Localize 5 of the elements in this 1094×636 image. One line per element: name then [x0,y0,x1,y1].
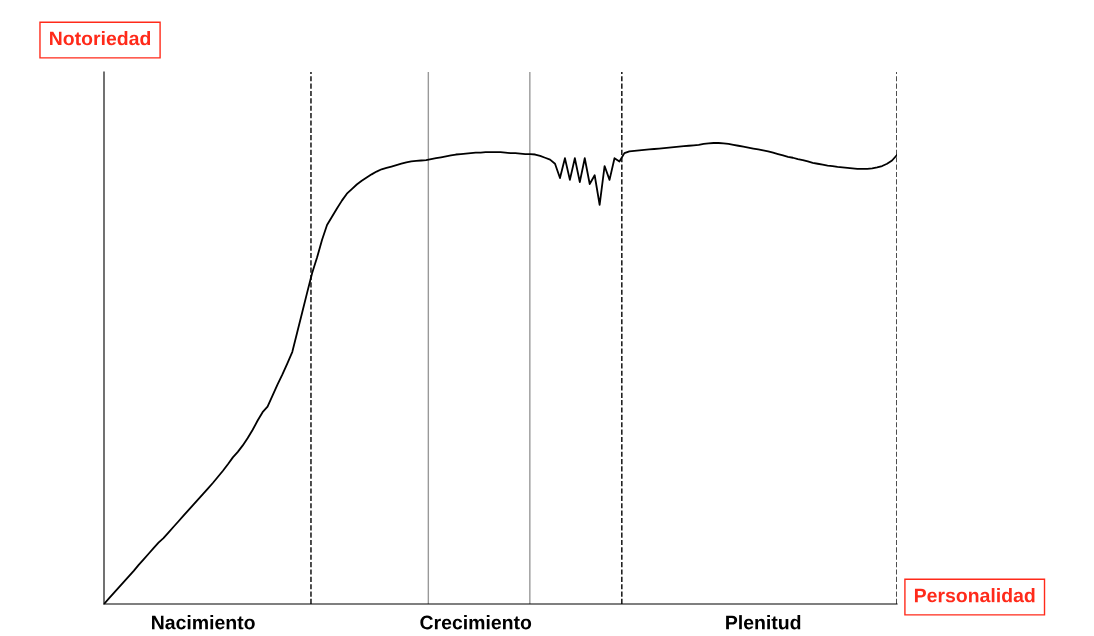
text: Notoriedad [50,31,151,46]
x-tick-label: Crecimiento [420,615,532,630]
x-tick-label: Plenitud [726,615,801,630]
x-tick-label: Nacimiento [152,615,255,630]
x-axis-title: Personalidad [914,588,1035,603]
